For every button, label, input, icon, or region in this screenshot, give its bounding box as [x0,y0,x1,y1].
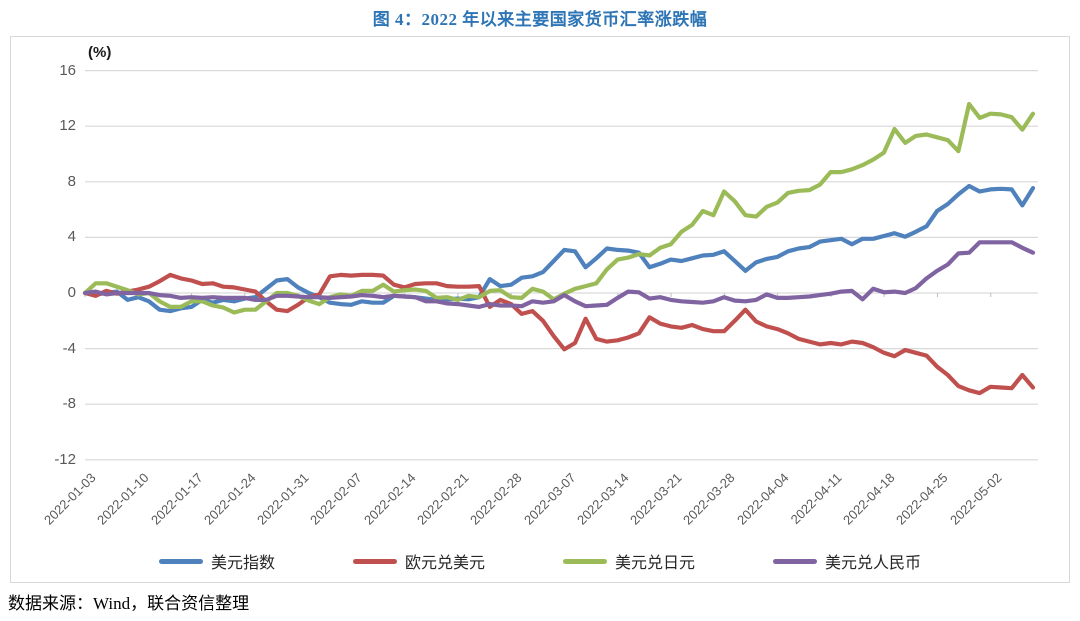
figure-title: 图 4：2022 年以来主要国家货币汇率涨跌幅 [372,10,708,29]
y-tick-label: -8 [62,395,76,413]
legend-line-swatch-icon [563,558,607,564]
y-tick-label: 0 [67,284,76,301]
y-tick-label: 12 [59,117,76,135]
legend-label: 欧元兑美元 [404,555,485,572]
chart-legend: 美元指数 欧元兑美元 美元兑日元 美元兑人民币 [0,549,1080,573]
y-tick-label: 4 [67,228,76,246]
y-axis-unit-label: (%) [88,44,112,61]
legend-item: 美元兑日元 [563,549,695,573]
legend-item: 美元兑人民币 [773,549,921,573]
legend-item: 美元指数 [158,549,275,573]
legend-line-swatch-icon [352,558,397,564]
y-tick-label: -4 [62,339,76,357]
legend-label: 美元兑人民币 [825,555,922,572]
legend-item: 欧元兑美元 [352,549,485,573]
legend-label: 美元兑日元 [615,555,696,572]
legend-line-swatch-icon [158,558,203,564]
legend-label: 美元指数 [210,555,275,572]
y-tick-label: -12 [54,450,76,468]
legend-line-swatch-icon [773,558,818,564]
source-note: 数据来源：Wind，联合资信整理 [8,594,250,613]
y-tick-label: 16 [59,61,76,79]
y-tick-label: 8 [67,172,76,190]
